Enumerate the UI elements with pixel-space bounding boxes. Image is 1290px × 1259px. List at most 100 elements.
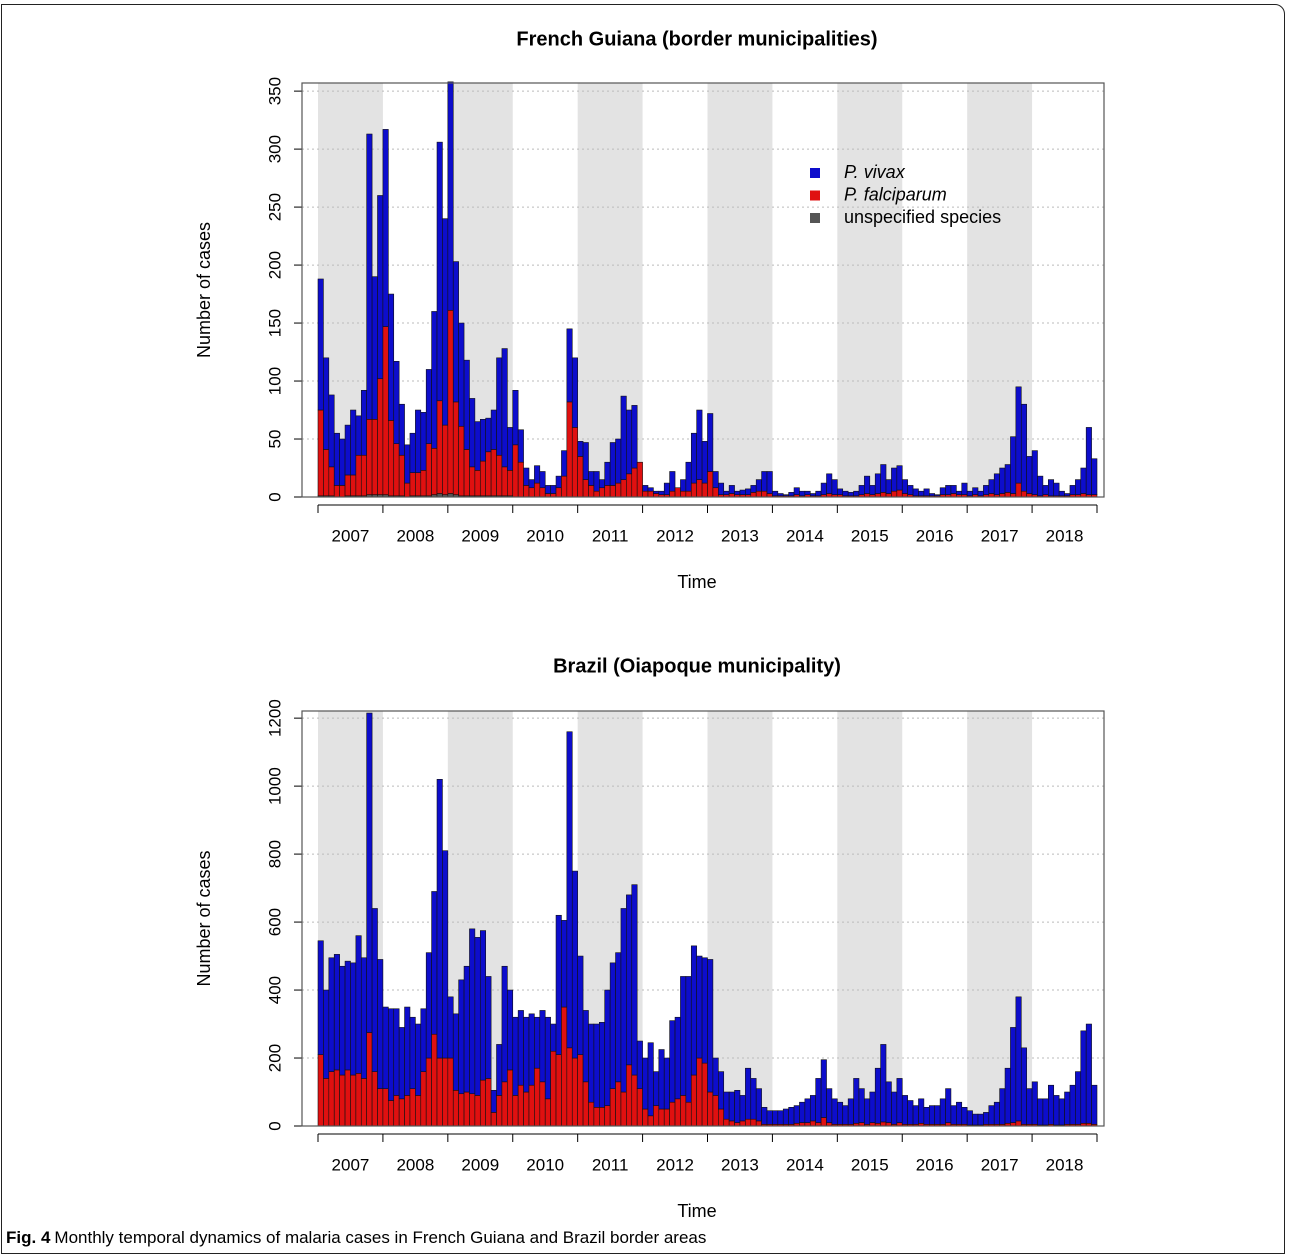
bar — [885, 1081, 892, 1123]
x-tick-label: 2017 — [981, 1155, 1019, 1174]
bar — [344, 424, 351, 476]
bar — [420, 1071, 427, 1127]
bar — [382, 129, 389, 327]
bar — [420, 470, 427, 497]
bar — [928, 493, 936, 497]
bar — [939, 487, 946, 495]
bar — [804, 1098, 811, 1123]
bar — [388, 1100, 395, 1127]
bar — [333, 1069, 340, 1127]
x-tick-label: 2015 — [851, 526, 889, 545]
bar — [620, 908, 627, 1093]
bar — [966, 1110, 973, 1126]
bar — [371, 1071, 378, 1127]
bar — [755, 479, 762, 492]
bar — [620, 395, 627, 480]
y-tick-label: 150 — [265, 309, 284, 337]
year-band — [837, 711, 903, 1126]
bar — [653, 1105, 660, 1127]
bar — [323, 449, 330, 497]
bar — [555, 475, 562, 489]
bar — [1048, 479, 1055, 497]
bar — [339, 965, 346, 1076]
bar — [1015, 996, 1022, 1122]
bar — [539, 1010, 546, 1083]
legend-swatch — [810, 190, 820, 201]
bar — [712, 1057, 719, 1096]
bar — [355, 935, 362, 1074]
bar — [436, 400, 443, 494]
bar — [512, 444, 519, 498]
bar — [577, 456, 584, 498]
bar — [809, 1120, 816, 1127]
bar — [685, 1101, 692, 1127]
bar — [1064, 1091, 1071, 1125]
bar — [923, 1107, 930, 1125]
bar — [323, 1078, 330, 1127]
bar — [523, 485, 530, 498]
y-tick-label: 0 — [265, 1121, 284, 1130]
bar — [869, 1091, 876, 1123]
x-tick-label: 2007 — [332, 526, 370, 545]
x-tick-label: 2014 — [786, 526, 824, 545]
bar — [820, 482, 827, 495]
bar — [642, 490, 649, 498]
bar — [1048, 1084, 1055, 1125]
bar — [382, 1006, 389, 1089]
bar — [323, 357, 330, 450]
bar — [517, 1010, 524, 1086]
x-tick-label: 2016 — [916, 526, 954, 545]
bar — [355, 415, 362, 456]
bar — [777, 493, 784, 497]
bar — [404, 482, 411, 498]
bar — [701, 441, 708, 484]
y-tick-label: 200 — [265, 1044, 284, 1072]
bar — [609, 442, 616, 486]
bar — [658, 1108, 665, 1127]
bar — [604, 461, 611, 486]
x-tick-label: 2013 — [721, 1155, 759, 1174]
bar — [696, 409, 703, 480]
bar — [528, 487, 535, 498]
bar — [701, 957, 708, 1064]
bar — [945, 1088, 952, 1123]
legend-label: P. falciparum — [844, 184, 947, 204]
bar — [663, 482, 670, 495]
bar — [555, 487, 562, 498]
bar — [469, 466, 476, 497]
bar — [891, 1091, 898, 1125]
bar — [647, 490, 654, 498]
bar — [458, 425, 465, 497]
bar — [442, 1057, 449, 1127]
bar — [853, 490, 860, 497]
bar — [485, 451, 492, 497]
bar — [745, 488, 752, 495]
bar — [447, 309, 454, 494]
bar — [1037, 1098, 1044, 1126]
bar — [501, 348, 508, 468]
bar — [685, 461, 692, 492]
bar — [1026, 456, 1033, 494]
y-tick-label: 1200 — [265, 699, 284, 737]
bar — [393, 361, 400, 444]
x-axis-title: Time — [677, 572, 716, 592]
bar — [707, 959, 714, 1093]
bar — [615, 482, 622, 498]
bar — [350, 1074, 357, 1127]
bar — [1031, 450, 1038, 495]
bar — [1020, 1047, 1027, 1125]
bar — [1091, 458, 1098, 495]
bar — [512, 390, 519, 446]
bar — [452, 261, 459, 403]
bar — [696, 1057, 703, 1127]
bar — [490, 1112, 497, 1127]
bar — [626, 1064, 633, 1127]
bar — [425, 952, 432, 1059]
bar — [663, 1057, 670, 1110]
bar — [539, 1081, 546, 1127]
chart-title: French Guiana (border municipalities) — [516, 28, 877, 50]
bar — [425, 1057, 432, 1127]
bar — [431, 891, 438, 1035]
bar — [1026, 1088, 1033, 1125]
x-tick-label: 2018 — [1046, 526, 1084, 545]
